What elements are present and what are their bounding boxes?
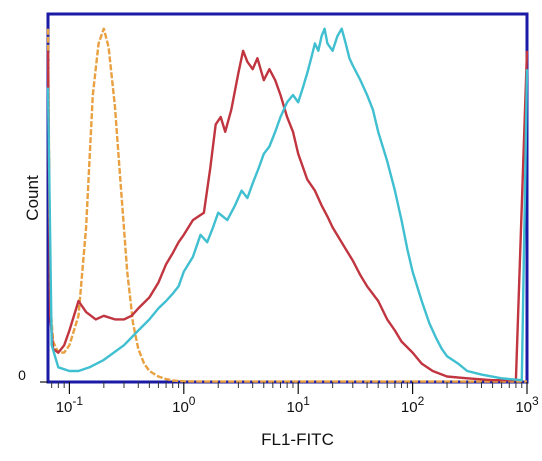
x-tick-label: 101 bbox=[287, 394, 311, 416]
x-tick-label: 102 bbox=[401, 394, 425, 416]
x-tick-label: 103 bbox=[515, 394, 539, 416]
series-line-2 bbox=[46, 49, 529, 382]
series-line-1 bbox=[46, 27, 527, 383]
x-tick-label: 10-1 bbox=[56, 394, 84, 416]
y-axis-label: Count bbox=[23, 175, 42, 221]
x-axis-label: FL1-FITC bbox=[261, 430, 334, 449]
y-tick-label: 0 bbox=[18, 367, 26, 383]
series-layer bbox=[46, 27, 529, 383]
tick-layer: 10-1 100 101 102 103 0 bbox=[18, 367, 539, 416]
x-tick-label: 100 bbox=[172, 394, 196, 416]
series-line-3 bbox=[46, 27, 529, 382]
